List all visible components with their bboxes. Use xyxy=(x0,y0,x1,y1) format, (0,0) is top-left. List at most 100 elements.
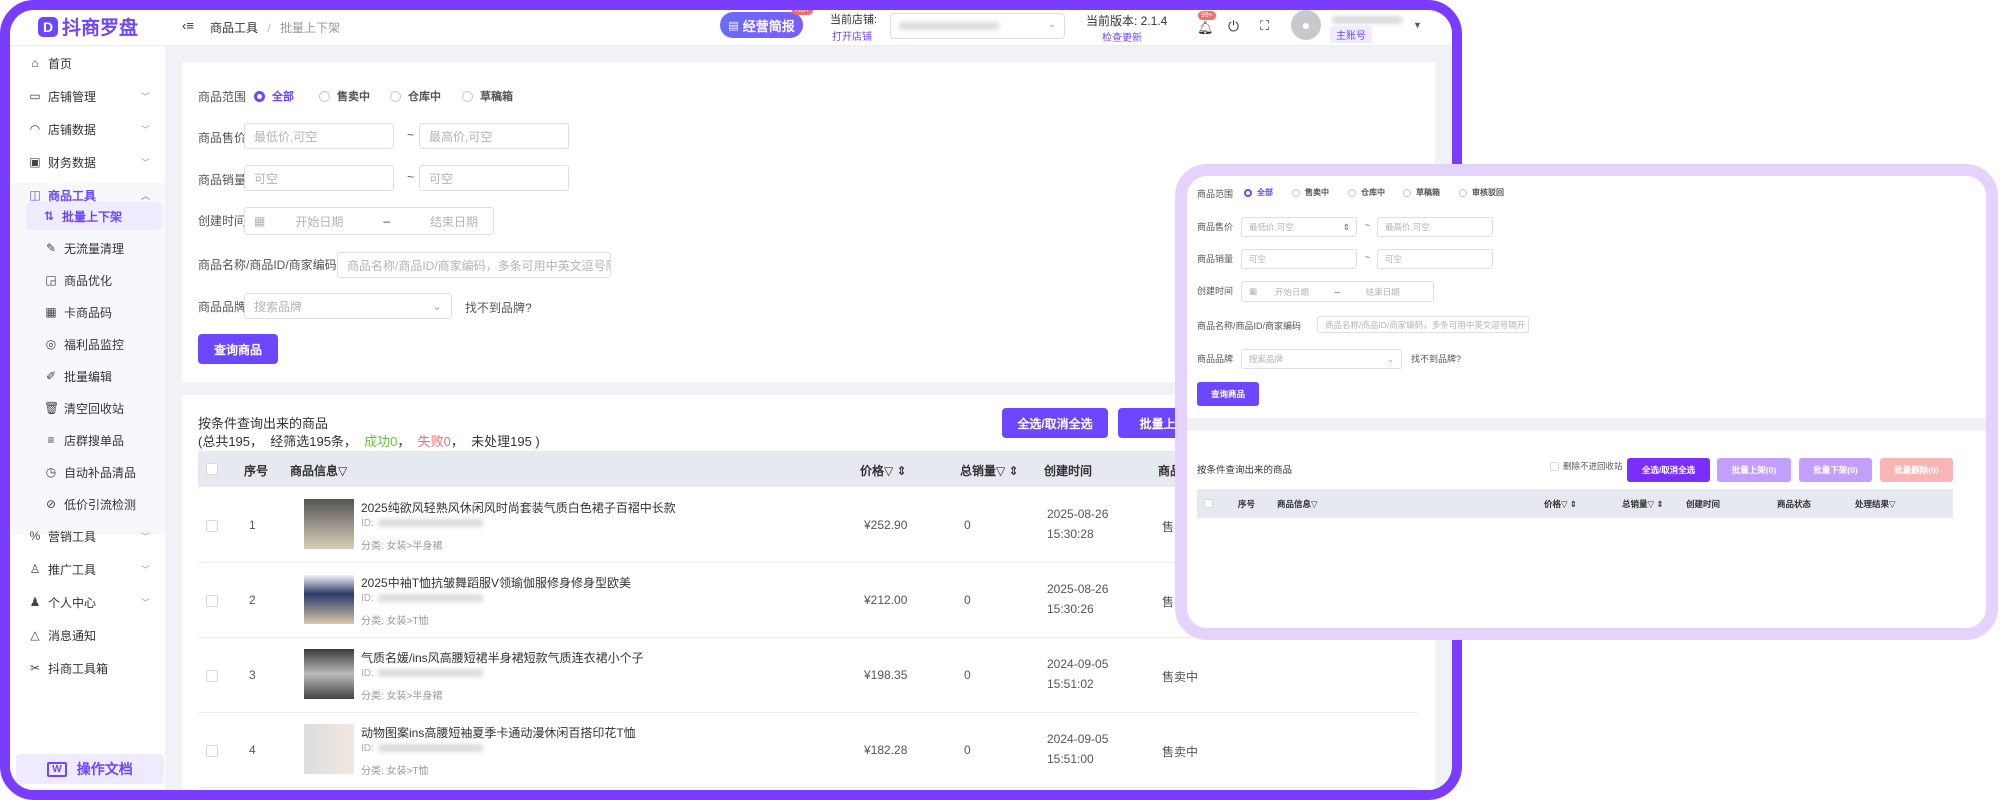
promote-icon: ♙ xyxy=(29,562,41,576)
select-all-checkbox[interactable] xyxy=(1204,499,1213,508)
radio-rejected[interactable]: 审核驳回 xyxy=(1459,187,1504,198)
date-range-picker[interactable]: ▦ 开始日期 – 结束日期 xyxy=(244,207,494,235)
qrcode-icon: ▦ xyxy=(45,305,57,319)
sidebar-subitem[interactable]: ▦ 卡商品码 xyxy=(28,298,166,326)
fullscreen-icon[interactable]: ⛶ xyxy=(1260,18,1270,33)
sidebar-subitem[interactable]: ⊘ 低价引流检测 xyxy=(28,490,166,518)
brand-missing-link[interactable]: 找不到品牌? xyxy=(1411,354,1462,364)
radio-selling[interactable]: 售卖中 xyxy=(319,88,370,104)
app-logo: D 抖商罗盘 xyxy=(38,13,138,40)
caret-down-icon[interactable]: ▼ xyxy=(1413,20,1422,30)
col-info[interactable]: 商品信息▽ xyxy=(290,464,348,478)
radio-warehouse[interactable]: 仓库中 xyxy=(390,88,441,104)
row-checkbox[interactable] xyxy=(206,595,218,607)
sidebar-subitem[interactable]: ◎ 福利品监控 xyxy=(28,330,166,358)
sidebar-subitem[interactable]: ✐ 批量编辑 xyxy=(28,362,166,390)
power-icon[interactable]: ⏻ xyxy=(1228,18,1240,34)
select-all-checkbox[interactable] xyxy=(206,463,218,475)
price-min-input[interactable]: 最低价,可空 xyxy=(244,123,394,149)
name-search-input[interactable]: 商品名称/商品ID/商家编码，多条可用中英文逗号隔开 xyxy=(1317,316,1529,333)
sales-max-input[interactable]: 可空 xyxy=(1377,249,1493,269)
price-max-input[interactable]: 最高价,可空 xyxy=(1377,217,1493,237)
radio-all[interactable]: 全部 xyxy=(1244,187,1273,198)
sidebar-subitem[interactable]: ✎ 无流量清理 xyxy=(28,234,166,262)
report-button[interactable]: ▤ 经营简报 xyxy=(720,12,803,38)
sidebar-subitem[interactable]: ◷ 自动补品清品 xyxy=(28,458,166,486)
results-summary: (总共195， 经筛选195条， 成功0， 失败0， 未处理195 ) xyxy=(198,434,540,449)
sidebar-subitem-batch-shelf[interactable]: ⇅ 批量上下架 xyxy=(26,202,162,230)
clock-icon: ◷ xyxy=(45,465,57,479)
report-label: 经营简报 xyxy=(742,18,795,34)
product-title[interactable]: 气质名媛/ins风高腰短裙半身裙短款气质连衣裙小个子 xyxy=(361,651,644,665)
sidebar: D 抖商罗盘 ⌂ 首页 ▭ 店铺管理 ﹀ ◠ 店铺数据 ﹀ ▣ 财务数据 ﹀ ◫ 商品工具 ︿ ⇅ 批… xyxy=(10,16,166,790)
sidebar-item-marketing[interactable]: % 营销工具 ﹀ xyxy=(28,522,158,550)
sidebar-item-promote[interactable]: ♙ 推广工具 ﹀ xyxy=(28,555,158,583)
col-price[interactable]: 价格▽ ⇕ xyxy=(860,464,907,478)
breadcrumb-item[interactable]: 商品工具 xyxy=(210,21,259,35)
sidebar-subitem[interactable]: 🗑︎ 清空回收站 xyxy=(28,394,166,422)
brand-select[interactable]: 搜索品牌 ⌄ xyxy=(244,293,452,319)
sidebar-item-toolbox[interactable]: ✂ 抖商工具箱 xyxy=(28,654,158,682)
radio-draft[interactable]: 草稿箱 xyxy=(462,88,513,104)
sidebar-item-personal[interactable]: ♟ 个人中心 ﹀ xyxy=(28,588,158,616)
created-date: 2025-08-26 xyxy=(1047,507,1109,521)
sidebar-item-home[interactable]: ⌂ 首页 xyxy=(28,49,158,77)
date-range-picker[interactable]: ▦ 开始日期 – 结束日期 xyxy=(1241,281,1434,302)
name-search-input[interactable]: 商品名称/商品ID/商家编码，多条可用中英文逗号隔开 xyxy=(337,252,611,278)
sales-min-input[interactable]: 可空 xyxy=(1241,249,1357,269)
row-checkbox[interactable] xyxy=(206,745,218,757)
sidebar-subitem[interactable]: ◲ 商品优化 xyxy=(28,266,166,294)
brand-missing-link[interactable]: 找不到品牌? xyxy=(465,301,532,315)
batch-delete-button[interactable]: 批量删除(0) xyxy=(1880,458,1953,482)
sales-max-input[interactable]: 可空 xyxy=(419,165,569,191)
col-price[interactable]: 价格▽ ⇕ xyxy=(1544,499,1578,509)
avatar[interactable]: ● xyxy=(1291,10,1321,40)
product-category: 分类: 女装>半身裙 xyxy=(361,541,443,552)
col-created: 创建时间 xyxy=(1044,464,1093,478)
created-date: 2025-08-26 xyxy=(1047,582,1109,596)
product-title[interactable]: 2025纯欲风轻熟风休闲风时尚套装气质白色裙子百褶中长款 xyxy=(361,501,676,515)
col-sales[interactable]: 总销量▽ ⇕ xyxy=(960,464,1019,478)
price-min-input[interactable]: 最低价,可空 ⇕ xyxy=(1241,217,1357,237)
sales-min-input[interactable]: 可空 xyxy=(244,165,394,191)
batch-on-shelf-button[interactable]: 批量上架(0) xyxy=(1717,458,1791,482)
row-checkbox[interactable] xyxy=(206,520,218,532)
label: 店铺数据 xyxy=(48,122,97,137)
col-sales[interactable]: 总销量▽ ⇕ xyxy=(1622,499,1664,509)
radio-selling[interactable]: 售卖中 xyxy=(1292,187,1329,198)
product-title[interactable]: 动物图案ins高腰短袖夏季卡通动漫休闲百搭印花T恤 xyxy=(361,726,636,740)
batch-off-shelf-button[interactable]: 批量下架(0) xyxy=(1799,458,1872,482)
select-all-button[interactable]: 全选/取消全选 xyxy=(1627,458,1710,482)
open-store-link[interactable]: 打开店铺 xyxy=(832,32,872,43)
radio-draft[interactable]: 草稿箱 xyxy=(1403,187,1440,198)
sidebar-subitem[interactable]: ≡ 店群搜单品 xyxy=(28,426,166,454)
stepper-icon[interactable]: ⇕ xyxy=(1342,221,1350,232)
docs-button[interactable]: W 操作文档 xyxy=(16,754,164,784)
row-checkbox[interactable] xyxy=(206,670,218,682)
price-max-input[interactable]: 最高价,可空 xyxy=(419,123,569,149)
delete-no-recycle-checkbox[interactable]: 删除不进回收站i xyxy=(1550,460,1636,472)
chevron-down-icon: ﹀ xyxy=(140,124,150,135)
report-icon: ▤ xyxy=(728,19,739,32)
col-result[interactable]: 处理结果▽ xyxy=(1855,499,1896,509)
query-button[interactable]: 查询商品 xyxy=(198,334,278,364)
bell-icon[interactable]: 🔔︎ xyxy=(1197,20,1214,35)
sales-label: 商品销量 xyxy=(1197,254,1234,264)
sidebar-item-notify[interactable]: △ 消息通知 xyxy=(28,621,158,649)
sidebar-item-finance[interactable]: ▣ 财务数据 ﹀ xyxy=(28,148,158,176)
sidebar-item-goods-tools[interactable]: ◫ 商品工具 ︿ xyxy=(28,181,158,209)
sidebar-item-store-data[interactable]: ◠ 店铺数据 ﹀ xyxy=(28,115,158,143)
product-category: 分类: 女装>T恤 xyxy=(361,616,429,627)
radio-warehouse[interactable]: 仓库中 xyxy=(1348,187,1385,198)
product-title[interactable]: 2025中袖T恤抗皱舞蹈服V领瑜伽服修身修身型欧美 xyxy=(361,576,632,590)
sidebar-item-store-manage[interactable]: ▭ 店铺管理 ﹀ xyxy=(28,82,158,110)
check-update-link[interactable]: 检查更新 xyxy=(1102,33,1142,44)
query-button[interactable]: 查询商品 xyxy=(1197,382,1259,406)
store-select[interactable]: ⌄ xyxy=(890,13,1065,39)
brand-select[interactable]: 搜索品牌 ⌄ xyxy=(1241,349,1402,369)
radio-all[interactable]: 全部 xyxy=(254,88,294,104)
collapse-sidebar-icon[interactable]: ‹≡ xyxy=(182,18,194,33)
col-created: 创建时间 xyxy=(1686,499,1721,509)
select-all-button[interactable]: 全选/取消全选 xyxy=(1002,408,1108,438)
col-info[interactable]: 商品信息▽ xyxy=(1277,499,1318,509)
